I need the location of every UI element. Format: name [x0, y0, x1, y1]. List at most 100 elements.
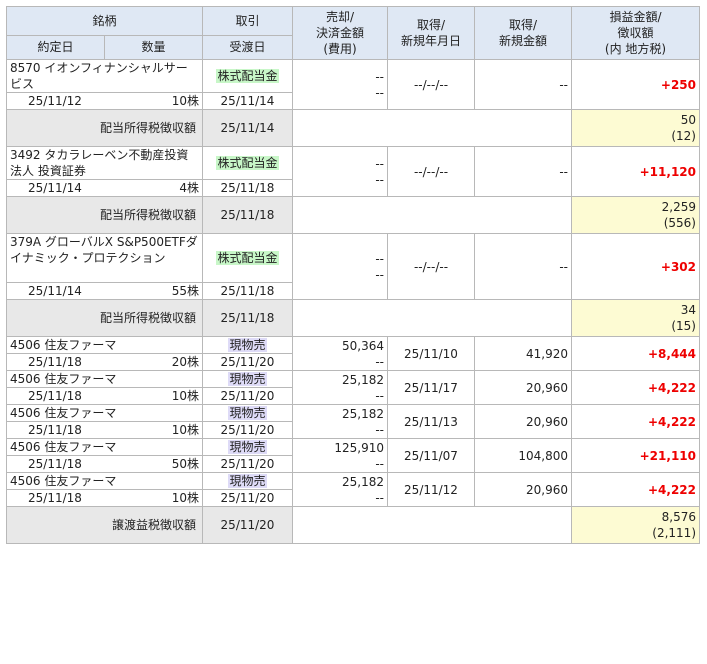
- header-baikyaku-3: (費用): [323, 42, 357, 56]
- tax-row: 譲渡益税徴収額 25/11/20 8,576 (2,111): [6, 506, 700, 544]
- header-meigara: 銘柄: [7, 8, 202, 36]
- trade-type-badge: 株式配当金: [216, 251, 279, 265]
- trade-type-badge: 現物売: [228, 474, 267, 488]
- tax-local: (2,111): [652, 526, 696, 540]
- acq-amount: 104,800: [474, 438, 572, 473]
- profit-loss: +11,120: [571, 146, 700, 197]
- transaction-row: 4506 住友ファーマ 25/11/18 20株 現物売 25/11/20 50…: [6, 336, 700, 371]
- transaction-row: 379A グローバルX S&P500ETFダイナミック・プロテクション 25/1…: [6, 233, 700, 300]
- transaction-row: 8570 イオンフィナンシャルサービス 25/11/12 10株 株式配当金 2…: [6, 59, 700, 110]
- stock-cell: 4506 住友ファーマ 25/11/18 10株: [6, 404, 203, 439]
- profit-loss: +4,222: [571, 404, 700, 439]
- type-cell: 現物売 25/11/20: [202, 404, 293, 439]
- stock-cell: 4506 住友ファーマ 25/11/18 50株: [6, 438, 203, 473]
- settle-date: 25/11/18: [220, 181, 275, 195]
- quantity: 4株: [179, 181, 199, 195]
- sale-fee: --: [375, 85, 384, 100]
- type-cell: 現物売 25/11/20: [202, 472, 293, 507]
- quantity: 10株: [171, 389, 199, 403]
- settle-date: 25/11/20: [220, 491, 275, 505]
- tax-label: 配当所得税徴収額: [6, 109, 203, 147]
- trade-type-badge: 現物売: [228, 338, 267, 352]
- trade-date: 25/11/14: [28, 181, 82, 195]
- header-meigara-cell: 銘柄 約定日 数量: [6, 6, 203, 60]
- acq-date: 25/11/10: [387, 336, 475, 371]
- tax-label: 配当所得税徴収額: [6, 299, 203, 337]
- sale-amount: 25,182: [342, 372, 384, 387]
- trade-date: 25/11/18: [28, 355, 82, 369]
- transaction-table: 銘柄 約定日 数量 取引 受渡日 売却/ 決済金額 (費用) 取得/ 新規年月日…: [6, 6, 700, 544]
- stock-name-link[interactable]: 4506 住友ファーマ: [10, 372, 117, 386]
- settle-date: 25/11/20: [220, 423, 275, 437]
- settle-date: 25/11/20: [220, 457, 275, 471]
- quantity: 10株: [171, 94, 199, 108]
- sale-fee: --: [375, 422, 384, 437]
- acq-date: --/--/--: [387, 233, 475, 300]
- sale-amount: 25,182: [342, 406, 384, 421]
- stock-name-link[interactable]: 379A グローバルX S&P500ETFダイナミック・プロテクション: [10, 235, 198, 265]
- sale-cell: 25,182 --: [292, 370, 388, 405]
- type-cell: 現物売 25/11/20: [202, 336, 293, 371]
- profit-loss: +4,222: [571, 370, 700, 405]
- settle-date: 25/11/20: [220, 355, 275, 369]
- tax-row: 配当所得税徴収額 25/11/18 2,259 (556): [6, 196, 700, 234]
- profit-loss: +250: [571, 59, 700, 110]
- sale-fee: --: [375, 354, 384, 369]
- stock-name-link[interactable]: 8570 イオンフィナンシャルサービス: [10, 61, 188, 91]
- stock-name-link[interactable]: 4506 住友ファーマ: [10, 338, 117, 352]
- sale-cell: -- --: [292, 146, 388, 197]
- tax-amount: 50: [680, 113, 696, 127]
- tax-amount-cell: 34 (15): [571, 299, 700, 337]
- acq-amount: --: [474, 233, 572, 300]
- sale-amount: --: [375, 251, 384, 266]
- stock-name-link[interactable]: 4506 住友ファーマ: [10, 474, 117, 488]
- sale-fee: --: [375, 267, 384, 282]
- sale-amount: --: [375, 156, 384, 171]
- sale-cell: 25,182 --: [292, 404, 388, 439]
- transaction-row: 4506 住友ファーマ 25/11/18 50株 現物売 25/11/20 12…: [6, 438, 700, 473]
- sale-amount: 25,182: [342, 474, 384, 489]
- quantity: 20株: [171, 355, 199, 369]
- header-shutoku-date: 取得/ 新規年月日: [387, 6, 475, 60]
- tax-empty: [292, 109, 572, 147]
- header-baikyaku-1: 売却/: [325, 10, 355, 24]
- stock-name-link[interactable]: 4506 住友ファーマ: [10, 406, 117, 420]
- acq-date: --/--/--: [387, 146, 475, 197]
- stock-cell: 8570 イオンフィナンシャルサービス 25/11/12 10株: [6, 59, 203, 110]
- profit-loss: +4,222: [571, 472, 700, 507]
- sale-fee: --: [375, 172, 384, 187]
- acq-date: 25/11/12: [387, 472, 475, 507]
- tax-amount-cell: 8,576 (2,111): [571, 506, 700, 544]
- profit-loss: +302: [571, 233, 700, 300]
- header-shutoku-date-2: 新規年月日: [400, 34, 461, 48]
- header-baikyaku: 売却/ 決済金額 (費用): [292, 6, 388, 60]
- stock-name-link[interactable]: 3492 タカラレーベン不動産投資法人 投資証券: [10, 148, 189, 178]
- acq-amount: 20,960: [474, 370, 572, 405]
- type-cell: 株式配当金 25/11/18: [202, 146, 293, 197]
- tax-amount-cell: 2,259 (556): [571, 196, 700, 234]
- tax-amount: 2,259: [661, 200, 696, 214]
- acq-date: --/--/--: [387, 59, 475, 110]
- transaction-row: 4506 住友ファーマ 25/11/18 10株 現物売 25/11/20 25…: [6, 370, 700, 405]
- header-soneki: 損益金額/ 徴収額 (内 地方税): [571, 6, 700, 60]
- acq-amount: 41,920: [474, 336, 572, 371]
- tax-date: 25/11/14: [202, 109, 293, 147]
- tax-amount-cell: 50 (12): [571, 109, 700, 147]
- trade-date: 25/11/18: [28, 491, 82, 505]
- header-soneki-2: 徴収額: [617, 26, 654, 40]
- tax-amount: 34: [680, 303, 696, 317]
- header-shutoku-amt-2: 新規金額: [498, 34, 547, 48]
- sale-amount: 50,364: [342, 338, 384, 353]
- tax-empty: [292, 196, 572, 234]
- trade-type-badge: 現物売: [228, 406, 267, 420]
- sale-amount: --: [375, 69, 384, 84]
- tax-amount: 8,576: [661, 510, 696, 524]
- type-cell: 株式配当金 25/11/14: [202, 59, 293, 110]
- quantity: 55株: [171, 284, 199, 298]
- acq-amount: 20,960: [474, 404, 572, 439]
- trade-date: 25/11/12: [28, 94, 82, 108]
- acq-date: 25/11/13: [387, 404, 475, 439]
- stock-name-link[interactable]: 4506 住友ファーマ: [10, 440, 117, 454]
- acq-amount: --: [474, 59, 572, 110]
- type-cell: 現物売 25/11/20: [202, 370, 293, 405]
